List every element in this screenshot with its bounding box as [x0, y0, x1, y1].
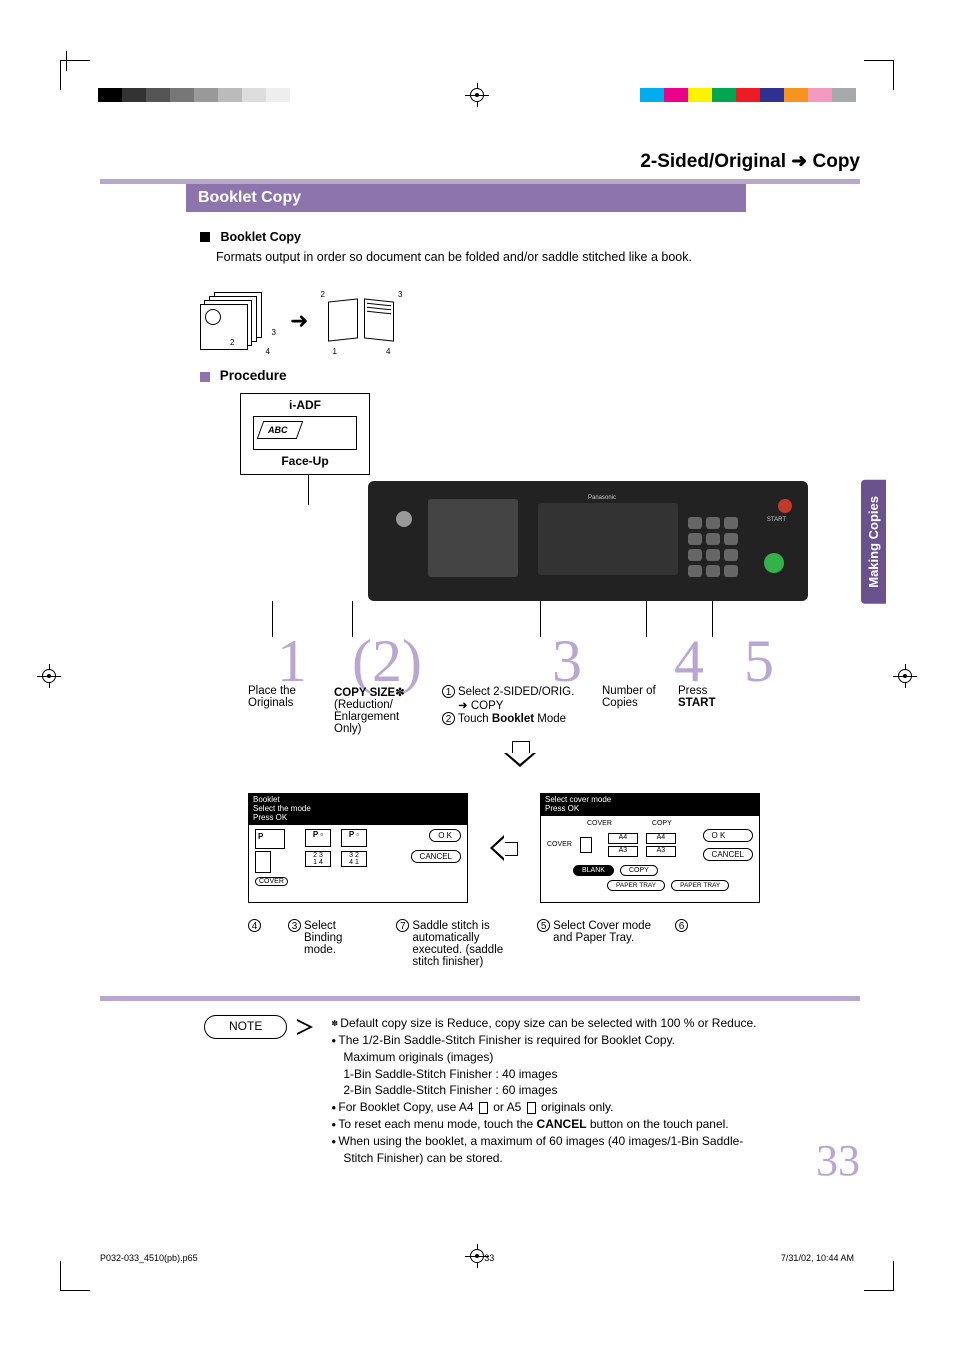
- step-number: 5: [704, 637, 774, 685]
- step-number: 1: [252, 637, 332, 685]
- step-number: 3: [442, 637, 612, 685]
- touchscreen-row: Booklet Select the mode Press OK P COVER…: [248, 793, 860, 903]
- arrow-right-icon: ➜: [458, 700, 471, 712]
- illustration-row: 4 3 2 ➜ 2 3 1 4: [200, 292, 860, 350]
- numeric-keypad-icon: [688, 517, 738, 577]
- subsection-bar: Booklet Copy: [186, 184, 746, 212]
- portrait-page-icon: [527, 1102, 536, 1114]
- registration-mark: [896, 667, 914, 685]
- substep-badge: 1: [442, 685, 455, 698]
- bullet-square-icon: [200, 232, 210, 242]
- step-5-text: Press START: [678, 685, 738, 735]
- callout-7: 7Saddle stitch is automatically executed…: [396, 919, 503, 968]
- registration-mark: [40, 667, 58, 685]
- section-title-left: 2-Sided/Original: [640, 151, 786, 172]
- note-label: NOTE: [204, 1015, 287, 1039]
- cancel-button: CANCEL: [411, 850, 461, 863]
- notes-list: Default copy size is Reduce, copy size c…: [331, 1015, 771, 1166]
- note-item: Default copy size is Reduce, copy size c…: [331, 1015, 771, 1032]
- originals-stack-icon: 4 3 2: [200, 292, 272, 350]
- callout-6: 6: [675, 919, 691, 968]
- screen-callouts: 4 3Select Binding mode. 7Saddle stitch i…: [248, 919, 860, 968]
- footer-date: 7/31/02, 10:44 AM: [781, 1253, 854, 1263]
- touchscreen-cover: Select cover mode Press OK COVER COPY CO…: [540, 793, 760, 903]
- registration-color-strip: [640, 88, 856, 102]
- step-number: 4: [612, 637, 704, 685]
- footer-metadata: P032-033_4510(pb).p65 33 7/31/02, 10:44 …: [100, 1253, 854, 1263]
- step-4-text: Number of Copies: [602, 685, 678, 735]
- notes-section: NOTE Default copy size is Reduce, copy s…: [100, 1015, 860, 1166]
- iadf-label-top: i-ADF: [247, 398, 363, 412]
- stop-button-icon: [778, 499, 792, 513]
- iadf-box: i-ADF ABC Face-Up: [240, 393, 370, 475]
- note-item: To reset each menu mode, touch the CANCE…: [331, 1116, 771, 1133]
- connector-lines: [260, 601, 860, 637]
- callout-5: 5Select Cover mode and Paper Tray.: [537, 919, 651, 968]
- touchscreen-booklet: Booklet Select the mode Press OK P COVER…: [248, 793, 468, 903]
- ok-button: O K: [429, 829, 461, 842]
- crop-mark: [60, 60, 90, 90]
- cancel-button: CANCEL: [703, 848, 753, 861]
- step-3-text: 1Select 2-SIDED/ORIG. ➜ COPY 2Touch Book…: [442, 685, 602, 735]
- crop-mark: [864, 1261, 894, 1291]
- registration-mark: [468, 86, 486, 104]
- portrait-page-icon: [479, 1102, 488, 1114]
- note-item: For Booklet Copy, use A4 or A5 originals…: [331, 1099, 771, 1116]
- page-number: 33: [816, 1135, 860, 1186]
- procedure-heading: Procedure: [200, 368, 860, 383]
- machine-row: START Panasonic: [240, 481, 860, 601]
- step-1-text: Place the Originals: [248, 685, 334, 735]
- start-button-icon: [764, 553, 784, 573]
- control-panel-illustration: START Panasonic: [368, 481, 808, 601]
- intro-text: Formats output in order so document can …: [216, 248, 860, 266]
- step-2-text: COPY SIZE✽ (Reduction/ Enlargement Only): [334, 685, 442, 735]
- section-title: 2-Sided/Original ➜ Copy: [100, 150, 860, 173]
- arrow-right-icon: ➜: [290, 308, 308, 334]
- callout-3: 3Select Binding mode.: [288, 919, 342, 968]
- callout-4: 4: [248, 919, 264, 968]
- step-numbers-row: 1 2 3 4 5: [252, 637, 860, 685]
- arrow-right-icon: ➜: [791, 151, 812, 172]
- footer-page: 33: [484, 1253, 494, 1263]
- crop-mark: [60, 1261, 90, 1291]
- booklet-output-icon: 2 3 1 4: [326, 296, 396, 346]
- footer-filename: P032-033_4510(pb).p65: [100, 1253, 198, 1263]
- divider: [100, 996, 860, 1001]
- note-item: When using the booklet, a maximum of 60 …: [331, 1133, 771, 1167]
- arrow-down-icon: [500, 741, 860, 769]
- iadf-label-bottom: Face-Up: [247, 454, 363, 468]
- step-number: 2: [332, 637, 442, 685]
- note-pointer-icon: [297, 1019, 313, 1035]
- cover-button: COVER: [255, 877, 288, 886]
- substep-badge: 2: [442, 712, 455, 725]
- bullet-square-icon: [200, 372, 210, 382]
- arrow-left-icon: [490, 835, 518, 861]
- crop-mark: [864, 60, 894, 90]
- side-tab: Making Copies: [861, 480, 886, 604]
- intro-heading: Booklet Copy: [200, 228, 860, 246]
- section-title-right: Copy: [813, 151, 861, 172]
- note-item: The 1/2-Bin Saddle-Stitch Finisher is re…: [331, 1032, 771, 1099]
- ok-button: O K: [703, 829, 753, 842]
- registration-grayscale-strip: [98, 88, 314, 102]
